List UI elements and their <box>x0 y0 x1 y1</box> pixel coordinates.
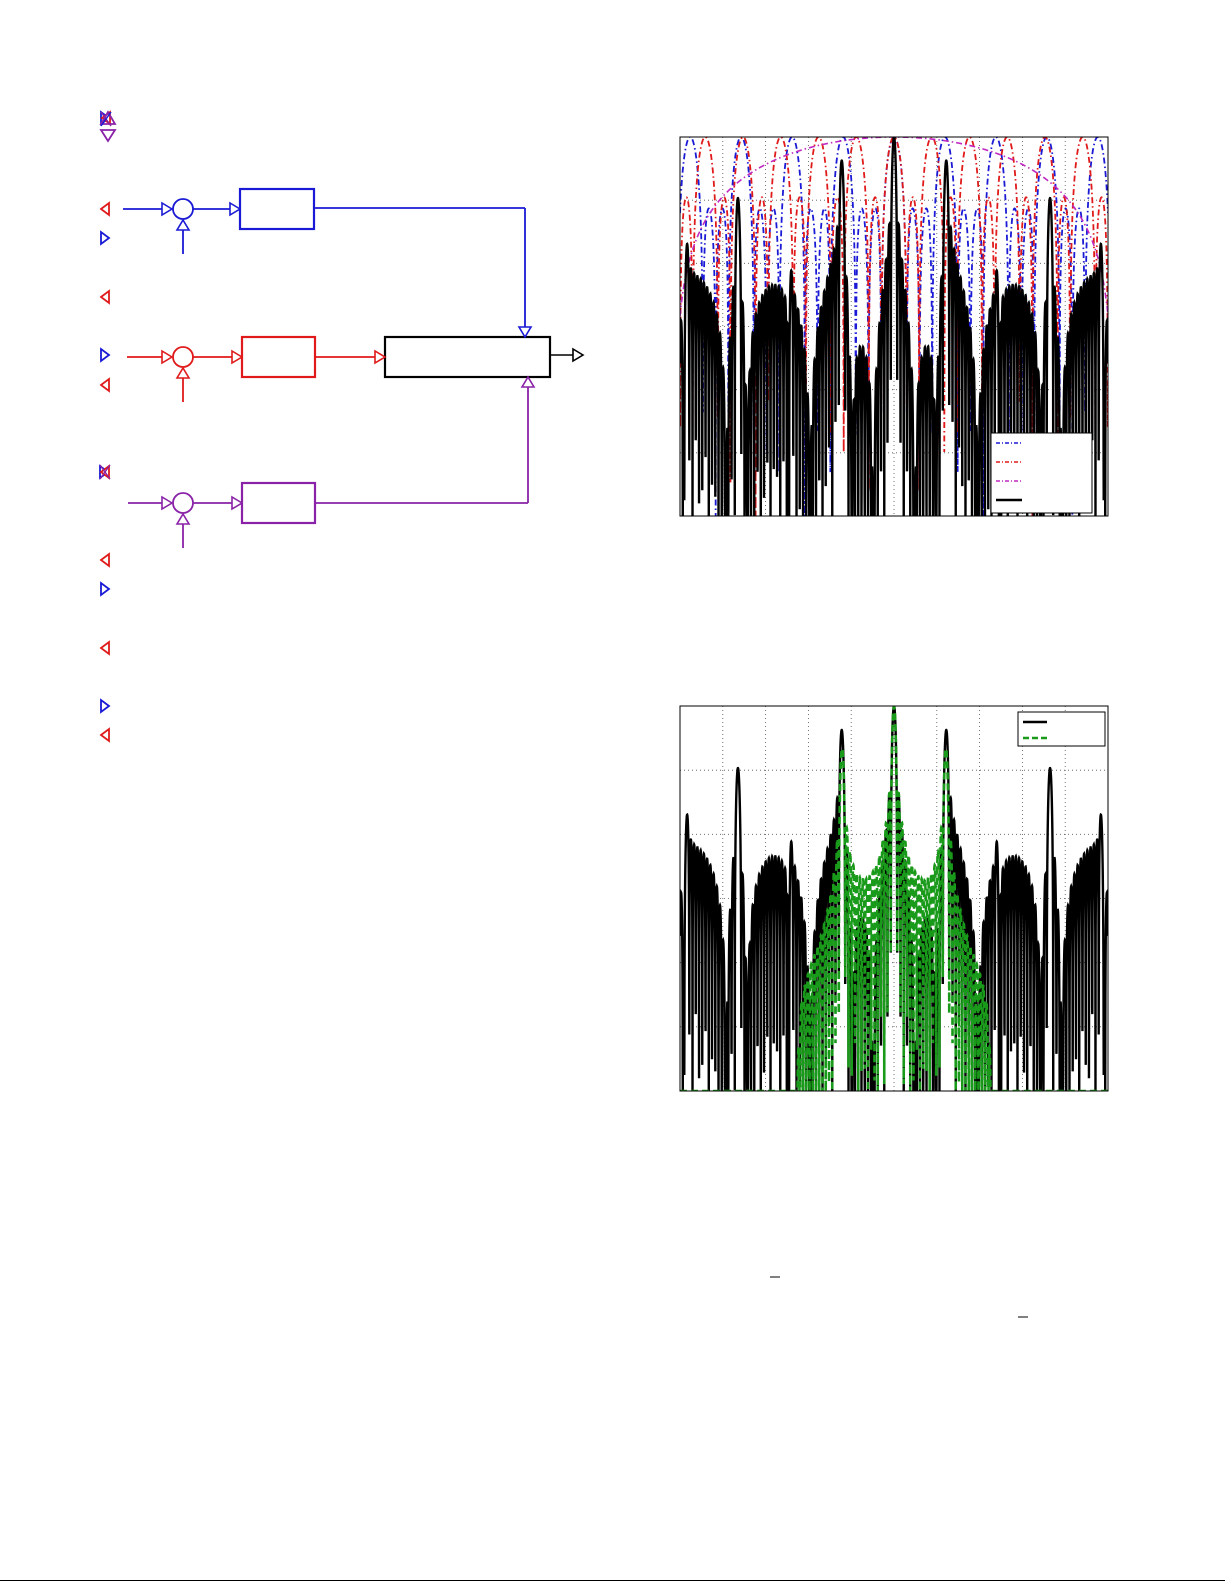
left-triangle-marker <box>99 201 110 217</box>
blue-branch-to-block-arrow <box>229 201 242 217</box>
chart1-frame <box>679 136 1109 517</box>
comparison-chart <box>679 705 1109 1092</box>
blue-branch-input-arrow <box>161 201 174 217</box>
red-branch-summing-node <box>172 346 194 368</box>
blue-to-combiner-arrow <box>517 326 533 339</box>
beam-pattern-chart <box>679 136 1109 517</box>
chart2-series-black <box>680 706 1108 1091</box>
chart1-series-envelope <box>680 137 1108 317</box>
purple-branch-to-block-arrow <box>231 495 244 511</box>
down-triangle-marker <box>99 129 117 143</box>
cross-marker <box>99 464 111 480</box>
output-arrow <box>572 347 585 363</box>
blue-branch-summing-node <box>172 198 194 220</box>
page-bottom-rule <box>0 1580 1225 1581</box>
right-triangle-marker <box>100 230 111 246</box>
red-to-combiner-arrow <box>374 349 387 365</box>
chart2-frame <box>679 705 1109 1092</box>
chart1-series-blue <box>680 137 1108 516</box>
red-branch-input-arrow <box>161 349 174 365</box>
cross-marker <box>100 111 112 127</box>
combiner-block <box>383 335 552 379</box>
chart2-legend <box>1017 711 1106 747</box>
chart1-legend <box>990 432 1093 514</box>
left-triangle-marker <box>99 289 110 305</box>
block-diagram <box>99 110 585 743</box>
red-branch-block <box>240 335 317 379</box>
left-triangle-marker <box>99 552 110 568</box>
right-triangle-marker <box>100 581 111 597</box>
purple-branch-input-arrow <box>161 495 174 511</box>
red-branch-feedback-arrow <box>175 366 191 379</box>
blue-branch-block <box>238 187 316 231</box>
blue-branch-feedback-arrow <box>175 218 191 231</box>
chart1-series-red <box>680 137 1108 516</box>
right-triangle-marker <box>100 698 111 714</box>
purple-branch-feedback-arrow <box>175 512 191 525</box>
purple-to-combiner-arrow <box>520 375 536 388</box>
left-triangle-marker <box>99 377 110 393</box>
chart1-series-product <box>680 137 1108 516</box>
right-triangle-marker <box>100 347 111 363</box>
red-branch-to-block-arrow <box>231 349 244 365</box>
purple-branch-summing-node <box>172 492 194 514</box>
purple-branch-block <box>240 481 317 525</box>
left-triangle-marker <box>99 640 110 656</box>
left-triangle-marker <box>99 727 110 743</box>
